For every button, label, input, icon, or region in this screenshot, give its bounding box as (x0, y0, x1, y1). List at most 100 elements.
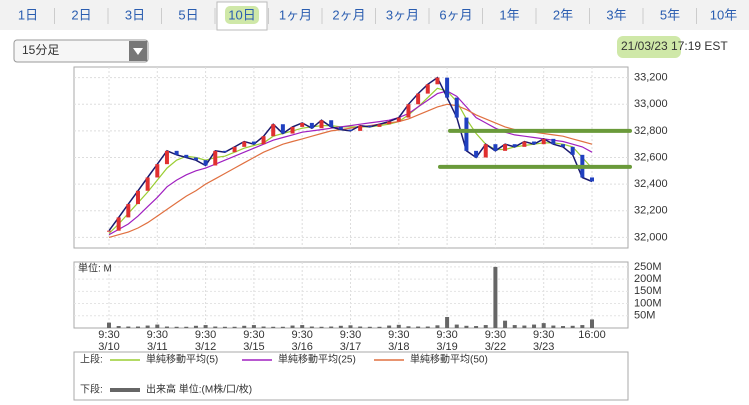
volume-bar (367, 326, 372, 328)
y-tick-label: 32,200 (634, 205, 668, 217)
ma-line (108, 90, 593, 236)
volume-bar (300, 325, 305, 328)
dropdown-arrow (133, 48, 143, 55)
candle (300, 122, 305, 127)
tab-label: 5日 (178, 7, 198, 22)
volume-bar (155, 324, 160, 328)
tab[interactable] (591, 4, 642, 28)
tab[interactable] (163, 4, 214, 28)
candle (203, 160, 208, 166)
volume-bar (338, 325, 343, 328)
volume-bar (164, 326, 169, 328)
volume-bar (512, 325, 517, 328)
candle (532, 141, 537, 145)
volume-bar (203, 325, 208, 328)
candle (213, 150, 218, 166)
tab[interactable] (377, 4, 428, 28)
x-tick-label: 9:30 3/12 (195, 329, 216, 353)
y-tick-label: 33,000 (634, 98, 668, 110)
candle (271, 124, 276, 137)
candle (280, 124, 285, 134)
tab-label: 10年 (710, 7, 737, 22)
candle (435, 77, 440, 85)
volume-bar (474, 326, 479, 328)
candle (232, 146, 237, 153)
volume-bar (309, 326, 314, 328)
tab-label: 2年 (553, 7, 573, 22)
volume-bar (503, 320, 508, 328)
candle (367, 125, 372, 127)
volume-bar (213, 326, 218, 328)
volume-bar (358, 326, 363, 328)
candle (155, 164, 160, 178)
tab[interactable] (645, 4, 695, 28)
legend-entry: 単純移動平均(50) (410, 353, 488, 366)
candle (251, 141, 256, 145)
candle (570, 146, 575, 155)
volume-bar (222, 326, 227, 328)
volume-bar (590, 319, 594, 328)
volume-bar (464, 325, 469, 328)
tab[interactable] (484, 4, 535, 28)
legend-entry: 単純移動平均(5) (146, 353, 218, 366)
candle (338, 126, 343, 130)
candle (377, 124, 382, 127)
candle (174, 150, 179, 155)
volume-bar (319, 326, 324, 328)
x-tick-label: 9:30 3/19 (436, 329, 457, 353)
tab[interactable] (56, 4, 107, 28)
tab[interactable] (538, 4, 588, 28)
legend-entry: 出来高 単位:(M株/口/枚) (146, 383, 252, 396)
tab-highlight (225, 6, 259, 24)
tab-label: 3日 (125, 7, 145, 22)
volume-bar (261, 326, 266, 328)
y-tick-label: 200M (634, 273, 662, 285)
candle (145, 177, 150, 191)
candle (329, 120, 334, 127)
candle (561, 144, 566, 147)
candle (116, 217, 121, 231)
x-tick-label: 9:30 3/15 (243, 329, 264, 353)
volume-bar (493, 266, 498, 328)
tab-label: 3年 (606, 7, 626, 22)
x-tick-label: 16:00 (578, 329, 606, 341)
y-tick-label: 32,400 (634, 178, 668, 190)
interval-dropdown[interactable] (13, 39, 149, 63)
candle (261, 136, 266, 145)
x-tick-label: 9:30 3/23 (533, 329, 554, 353)
tab[interactable] (431, 4, 481, 28)
tab[interactable] (270, 4, 321, 28)
y-tick-label: 33,200 (634, 72, 668, 84)
volume-bar (561, 326, 566, 328)
volume-bar (174, 326, 179, 328)
candle (309, 122, 314, 129)
volume-bar (387, 325, 392, 328)
tab[interactable] (110, 4, 160, 28)
interval-label: 15分足 (22, 43, 59, 57)
unit-label: 単位: M (78, 262, 112, 275)
volume-bar (416, 326, 421, 328)
volume-bar (396, 324, 401, 328)
tab[interactable] (698, 4, 749, 28)
candle (193, 157, 198, 161)
volume-bar (107, 322, 111, 328)
tab[interactable] (324, 4, 374, 28)
volume-bar (290, 325, 295, 328)
tab-label: 1ヶ月 (279, 7, 312, 22)
candle (551, 138, 556, 145)
candle (184, 154, 189, 158)
tab[interactable] (3, 4, 53, 28)
volume-bar (251, 325, 256, 328)
x-tick-label: 9:30 3/22 (485, 329, 506, 353)
tab-label: 1日 (18, 7, 38, 22)
candle (445, 77, 450, 98)
candle (135, 190, 140, 205)
x-tick-label: 9:30 3/16 (291, 329, 312, 353)
ma-line (108, 103, 593, 238)
candle (425, 84, 430, 94)
tab-label: 1年 (499, 7, 519, 22)
tab-label: 10日 (228, 7, 255, 22)
y-tick-label: 150M (634, 285, 662, 297)
timestamp: 21/03/23 17:19 EST (621, 39, 728, 53)
